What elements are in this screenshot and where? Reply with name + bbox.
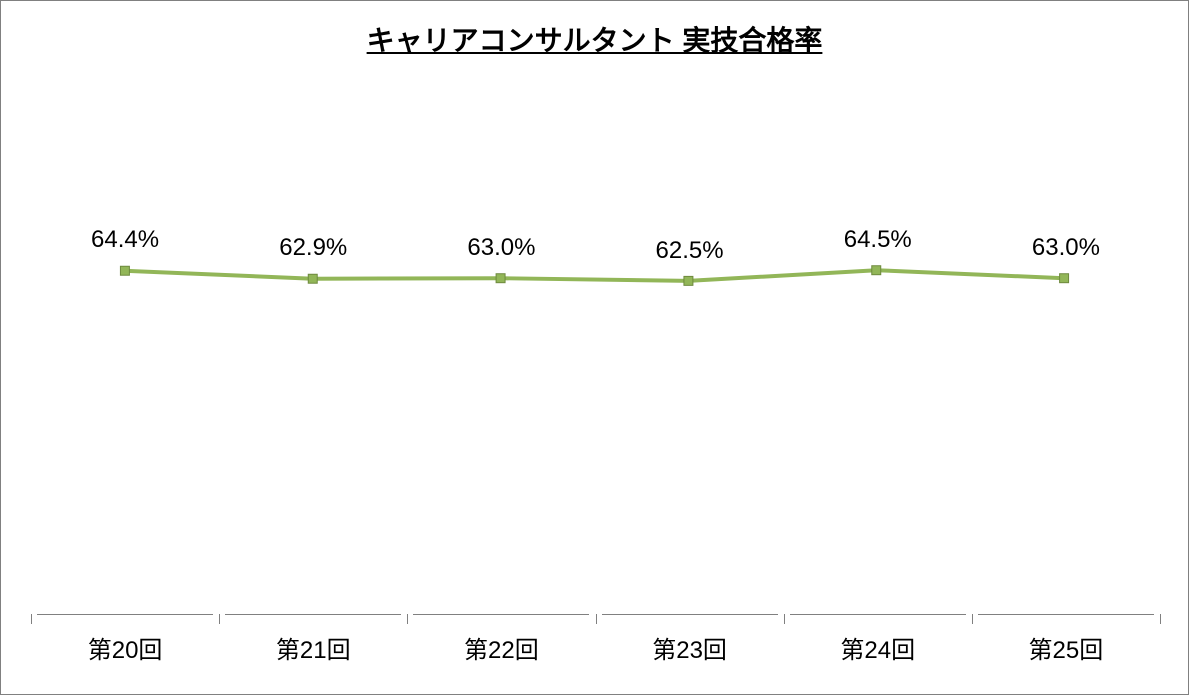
data-label: 63.0% <box>1032 234 1100 262</box>
x-axis-segment <box>790 614 966 615</box>
chart-marker <box>120 266 129 275</box>
x-axis-label: 第23回 <box>652 630 727 665</box>
x-tick <box>219 614 220 624</box>
x-axis-label: 第21回 <box>276 630 351 665</box>
chart-marker <box>684 276 693 285</box>
x-tick <box>972 614 973 624</box>
x-axis-segment <box>37 614 213 615</box>
chart-marker <box>872 266 881 275</box>
line-chart-svg <box>31 81 1158 614</box>
x-axis: 第20回 第21回 第22回 第23回 第24回 第25回 <box>31 614 1158 674</box>
data-label: 62.5% <box>656 237 724 265</box>
x-axis-segment <box>602 614 778 615</box>
chart-marker <box>496 274 505 283</box>
x-axis-segment <box>225 614 401 615</box>
x-tick <box>596 614 597 624</box>
x-axis-label: 第25回 <box>1029 630 1104 665</box>
data-label: 62.9% <box>279 234 347 262</box>
x-tick <box>31 614 32 624</box>
x-axis-segment <box>978 614 1154 615</box>
x-axis-label: 第20回 <box>88 630 163 665</box>
data-label: 63.0% <box>467 234 535 262</box>
chart-container: キャリアコンサルタント 実技合格率 64.4%62.9%63.0%62.5%64… <box>0 0 1189 695</box>
x-axis-label: 第24回 <box>840 630 915 665</box>
chart-title: キャリアコンサルタント 実技合格率 <box>1 1 1188 59</box>
chart-line <box>125 270 1064 281</box>
chart-marker <box>308 274 317 283</box>
data-label: 64.4% <box>91 226 159 254</box>
x-tick <box>1160 614 1161 624</box>
chart-marker <box>1060 274 1069 283</box>
x-tick <box>784 614 785 624</box>
data-label: 64.5% <box>844 226 912 254</box>
x-axis-segment <box>413 614 589 615</box>
plot-area: 64.4% 62.9% 63.0% 62.5% 64.5% 63.0% <box>31 81 1158 614</box>
x-axis-label: 第22回 <box>464 630 539 665</box>
x-tick <box>407 614 408 624</box>
